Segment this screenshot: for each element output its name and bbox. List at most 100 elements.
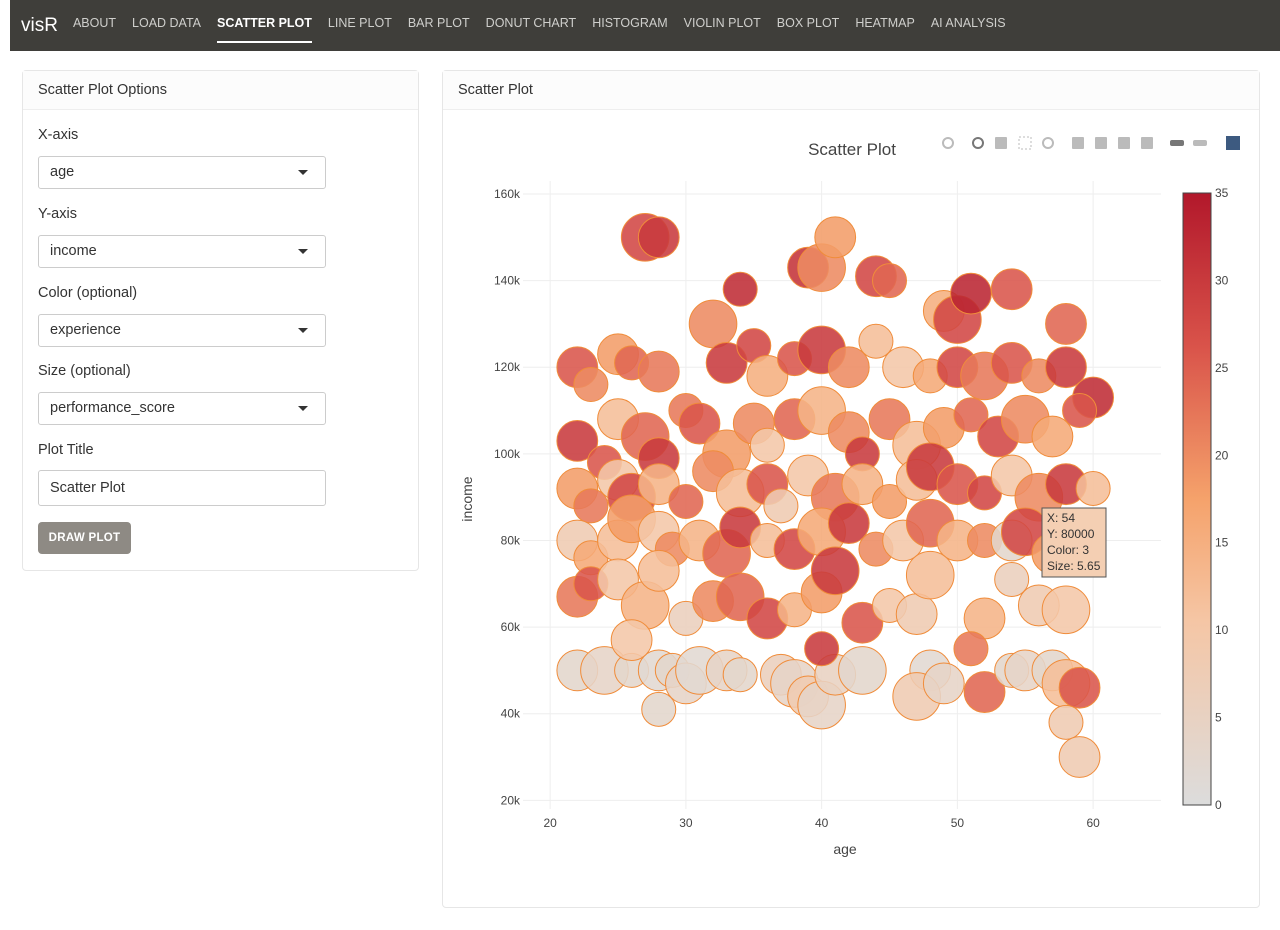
size-select[interactable]: performance_score: [38, 392, 326, 425]
x-axis-title: age: [833, 841, 857, 857]
chevron-down-icon: [298, 249, 308, 254]
nav-box-plot[interactable]: BOX PLOT: [776, 16, 840, 30]
scatter-point: [953, 631, 989, 667]
scatter-point: [990, 268, 1033, 311]
y-tick-label: 160k: [494, 187, 521, 201]
y-tick-label: 80k: [501, 533, 521, 547]
scatter-point: [722, 271, 758, 307]
plotly-logo-icon[interactable]: [1226, 136, 1240, 150]
hover-compare-icon[interactable]: [1193, 140, 1207, 146]
scatter-point: [963, 671, 1006, 713]
nav-about[interactable]: ABOUT: [72, 16, 117, 30]
y-tick-label: 140k: [494, 274, 521, 288]
color-label: Color (optional): [38, 285, 138, 301]
nav-donut-chart[interactable]: DONUT CHART: [485, 16, 577, 30]
scatter-point: [1045, 346, 1087, 389]
scatter-point: [858, 323, 894, 359]
xaxis-select[interactable]: age: [38, 156, 326, 189]
zoom-out-icon[interactable]: [1095, 137, 1107, 149]
plot-panel-title: Scatter Plot: [443, 71, 1259, 110]
tooltip-color: Color: 3: [1047, 543, 1089, 557]
y-axis-title: income: [459, 476, 475, 521]
top-navbar: visR ABOUT LOAD DATA SCATTER PLOT LINE P…: [10, 0, 1280, 51]
x-tick-label: 40: [815, 816, 829, 830]
nav-line-plot[interactable]: LINE PLOT: [327, 16, 392, 30]
xaxis-label: X-axis: [38, 127, 79, 143]
x-tick-label: 20: [543, 816, 557, 830]
nav-scatter-plot[interactable]: SCATTER PLOT: [209, 0, 320, 51]
xaxis-select-value: age: [50, 164, 75, 180]
options-panel-title: Scatter Plot Options: [23, 71, 418, 110]
scatter-point: [1062, 393, 1098, 429]
camera-icon[interactable]: [942, 137, 954, 149]
scatter-point: [1058, 736, 1101, 778]
scatter-point: [814, 216, 857, 259]
scatter-point: [895, 593, 938, 636]
hover-closest-icon[interactable]: [1170, 140, 1184, 146]
reset-axes-icon[interactable]: [1141, 137, 1153, 149]
scatter-point: [841, 463, 884, 506]
draw-plot-button[interactable]: DRAW PLOT: [38, 522, 131, 554]
zoom-icon[interactable]: [972, 137, 984, 149]
nav-heatmap[interactable]: HEATMAP: [855, 16, 915, 30]
brand-logo[interactable]: visR: [21, 14, 58, 36]
colorbar: 0 5 10 15 20 25 30 35: [1182, 186, 1229, 812]
scatter-point: [872, 263, 908, 299]
scatter-point: [827, 346, 870, 389]
scatter-point: [838, 646, 887, 695]
colorbar-tick-label: 30: [1215, 273, 1229, 287]
colorbar-tick-label: 35: [1215, 186, 1229, 200]
scatter-point: [804, 631, 840, 667]
plot-title-input[interactable]: Scatter Plot: [38, 470, 326, 506]
plot-area[interactable]: 20 30 40 50 60 20k 40k 60k 80k 100k 120k 140k 160k S…: [443, 111, 1259, 901]
color-select[interactable]: experience: [38, 314, 326, 347]
box-select-icon[interactable]: [1018, 136, 1032, 150]
colorbar-tick-label: 5: [1215, 711, 1222, 725]
scatter-point: [637, 549, 680, 592]
y-tick-label: 20k: [501, 793, 521, 807]
y-tick-label: 60k: [501, 620, 521, 634]
nav-bar-plot[interactable]: BAR PLOT: [407, 16, 470, 30]
colorbar-tick-label: 0: [1215, 798, 1222, 812]
scatter-point: [1058, 666, 1101, 709]
chart-title: Scatter Plot: [808, 140, 896, 159]
y-tick-label: 120k: [494, 360, 521, 374]
x-tick-label: 30: [679, 816, 693, 830]
scatter-point: [1041, 585, 1091, 635]
x-tick-label: 50: [951, 816, 965, 830]
nav-violin-plot[interactable]: VIOLIN PLOT: [683, 16, 761, 30]
scatter-point: [678, 402, 721, 445]
yaxis-select[interactable]: income: [38, 235, 326, 268]
scatter-point: [573, 488, 609, 524]
scatter-options-panel: Scatter Plot Options X-axis age Y-axis i…: [22, 70, 419, 571]
chevron-down-icon: [298, 170, 308, 175]
pan-icon[interactable]: [995, 137, 1007, 149]
scatter-point: [827, 502, 870, 545]
scatter-point: [763, 488, 799, 524]
plot-title-label: Plot Title: [38, 442, 94, 458]
scatter-point: [1031, 415, 1074, 458]
chevron-down-icon: [298, 406, 308, 411]
nav-histogram[interactable]: HISTOGRAM: [592, 16, 668, 30]
tooltip-x: X: 54: [1047, 511, 1075, 525]
color-select-value: experience: [50, 322, 121, 338]
colorbar-scale: [1182, 192, 1212, 806]
scatter-point: [1048, 704, 1084, 740]
lasso-select-icon[interactable]: [1042, 137, 1054, 149]
hover-tooltip: X: 54 Y: 80000 Color: 3 Size: 5.65: [1041, 507, 1107, 578]
colorbar-tick-label: 25: [1215, 361, 1229, 375]
scatter-point: [668, 483, 704, 519]
scatter-point: [953, 397, 989, 433]
scatter-point: [688, 299, 738, 349]
scatter-point: [950, 272, 992, 315]
colorbar-tick-label: 10: [1215, 623, 1229, 637]
scatter-point: [637, 350, 680, 393]
colorbar-tick-label: 15: [1215, 536, 1229, 550]
nav-ai-analysis[interactable]: AI ANALYSIS: [930, 16, 1006, 30]
nav-load-data[interactable]: LOAD DATA: [132, 16, 202, 30]
zoom-in-icon[interactable]: [1072, 137, 1084, 149]
plot-modebar: [942, 136, 1240, 150]
autoscale-icon[interactable]: [1118, 137, 1130, 149]
scatter-point: [746, 354, 789, 397]
